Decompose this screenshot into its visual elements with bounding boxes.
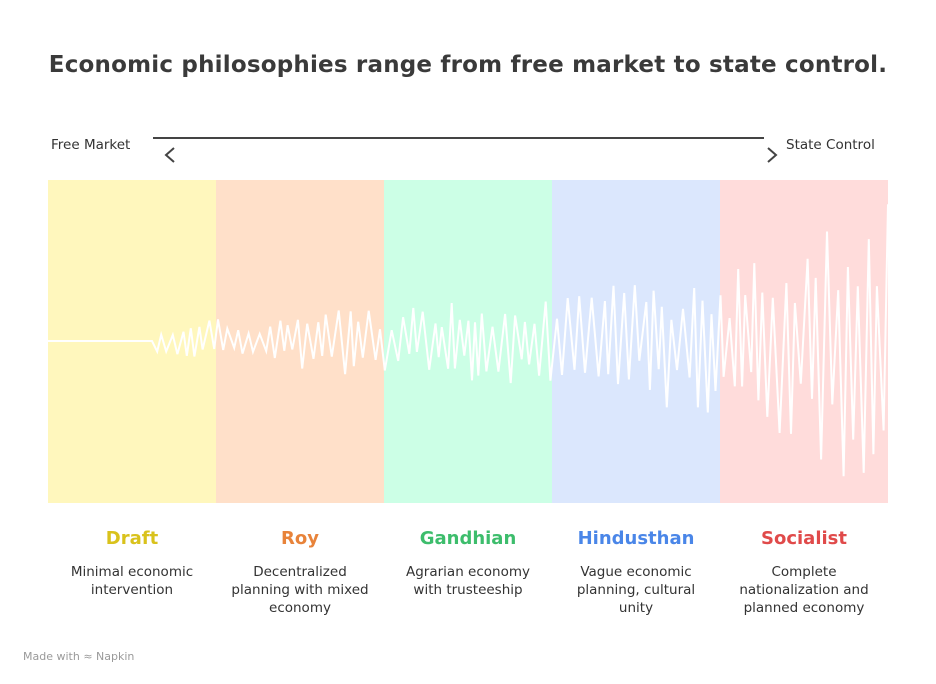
left-arrow-icon <box>164 147 175 163</box>
philosophy-description: Decentralized planning with mixed econom… <box>231 564 369 616</box>
volatility-wave <box>48 204 888 477</box>
philosophy-draft: Draft Minimal economic intervention <box>48 528 216 599</box>
state-control-label: State Control <box>786 137 875 153</box>
footer: Made with ≈ Napkin <box>23 650 134 663</box>
napkin-logo-icon: ≈ <box>83 650 93 663</box>
right-arrow-icon <box>767 147 778 163</box>
philosophy-name: Socialist <box>761 528 847 549</box>
philosophy-name: Hindusthan <box>577 528 695 549</box>
philosophy-description: Vague economic planning, cultural unity <box>576 564 696 616</box>
philosophy-description: Complete nationalization and planned eco… <box>739 564 869 616</box>
philosophy-roy: Roy Decentralized planning with mixed ec… <box>216 528 384 617</box>
philosophy-socialist: Socialist Complete nationalization and p… <box>720 528 888 617</box>
footer-brand: Napkin <box>96 650 135 663</box>
philosophy-description: Agrarian economy with trusteeship <box>406 564 530 598</box>
philosophy-description: Minimal economic intervention <box>70 564 194 598</box>
philosophy-name: Roy <box>281 528 319 549</box>
spectrum-axis <box>153 137 778 163</box>
free-market-label: Free Market <box>51 137 131 153</box>
footer-text: Made with <box>23 650 80 663</box>
philosophy-gandhian: Gandhian Agrarian economy with trusteesh… <box>384 528 552 599</box>
philosophy-hindusthan: Hindusthan Vague economic planning, cult… <box>552 528 720 617</box>
philosophy-name: Gandhian <box>419 528 517 549</box>
page-title: Economic philosophies range from free ma… <box>48 52 888 78</box>
philosophy-name: Draft <box>105 528 159 549</box>
